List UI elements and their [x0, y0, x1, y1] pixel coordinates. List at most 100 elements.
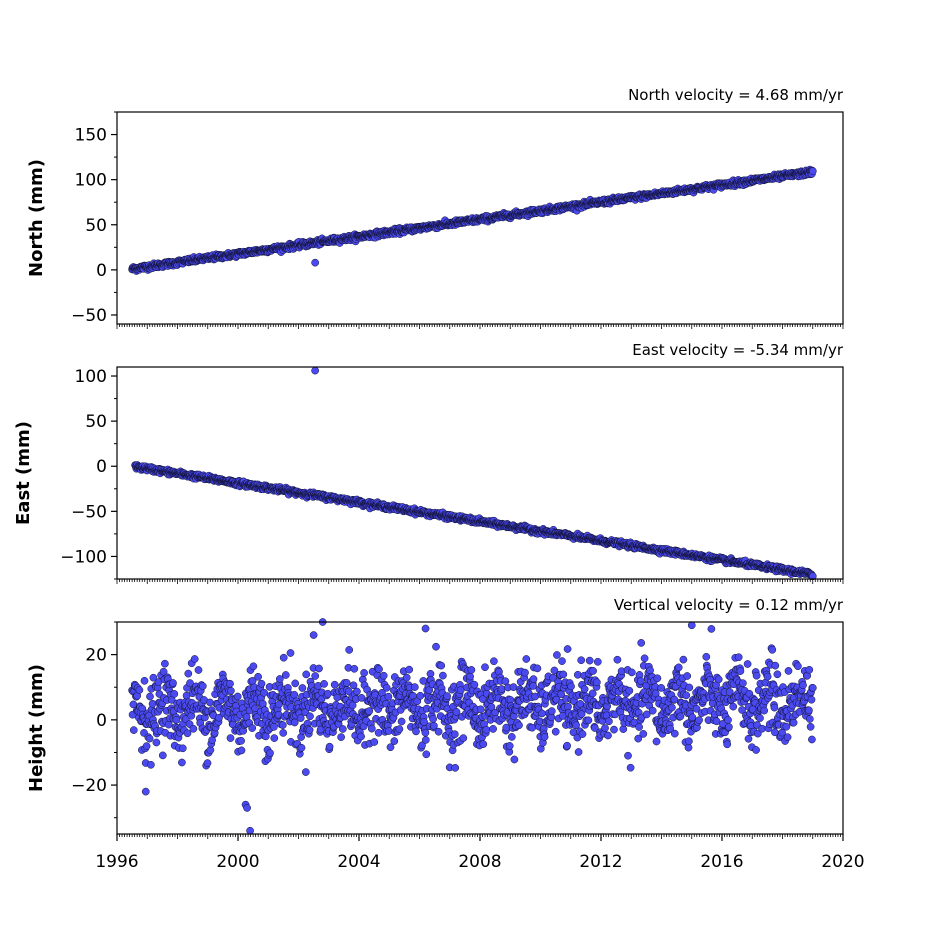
- data-point: [286, 649, 295, 657]
- data-point: [529, 682, 537, 690]
- data-point: [573, 670, 582, 679]
- data-point: [311, 672, 320, 680]
- data-point: [370, 738, 379, 746]
- data-point: [476, 705, 485, 714]
- data-point: [360, 669, 368, 677]
- data-point: [169, 679, 177, 687]
- data-point: [330, 680, 339, 689]
- data-point: [593, 657, 602, 666]
- data-point: [580, 685, 589, 693]
- data-point: [257, 679, 266, 688]
- data-point: [481, 663, 489, 672]
- data-point: [237, 746, 246, 755]
- vertical-velocity-label: Vertical velocity = 0.12 mm/yr: [614, 596, 844, 614]
- north-velocity-label: North velocity = 4.68 mm/yr: [628, 86, 844, 104]
- data-point: [390, 737, 399, 745]
- data-point: [605, 717, 613, 726]
- data-point: [610, 725, 618, 734]
- data-point: [578, 730, 587, 738]
- data-point: [479, 740, 488, 748]
- data-point: [270, 734, 279, 742]
- data-point: [551, 727, 560, 736]
- data-point: [290, 718, 299, 727]
- data-point: [585, 656, 594, 665]
- data-point: [145, 734, 154, 743]
- data-point: [281, 671, 290, 679]
- data-point: [422, 750, 431, 759]
- data-point: [470, 680, 479, 689]
- data-point: [429, 715, 437, 723]
- data-point: [375, 665, 383, 674]
- data-point: [203, 759, 212, 767]
- data-point: [146, 692, 154, 701]
- data-point: [178, 758, 186, 767]
- y-tick-label: 50: [85, 412, 107, 432]
- data-point: [367, 724, 376, 733]
- data-point: [593, 678, 601, 687]
- data-point: [249, 662, 258, 671]
- y-tick-label: 150: [75, 126, 107, 146]
- data-point: [558, 657, 566, 665]
- data-point: [397, 717, 406, 726]
- data-point: [412, 727, 420, 736]
- data-point: [226, 679, 234, 688]
- data-point: [148, 699, 157, 708]
- data-point: [135, 686, 144, 694]
- data-point: [189, 724, 198, 733]
- y-tick-label: −100: [60, 547, 107, 567]
- data-point: [178, 744, 187, 753]
- data-point: [161, 659, 169, 668]
- data-point: [497, 685, 506, 693]
- data-point: [395, 725, 404, 733]
- data-point: [626, 763, 635, 772]
- east-velocity-label: East velocity = -5.34 mm/yr: [632, 341, 844, 359]
- height-points: [128, 618, 817, 835]
- data-point: [302, 670, 311, 679]
- east-panel: East velocity = -5.34 mm/yr −100 −50 0 50 10…: [13, 341, 844, 584]
- data-point: [152, 738, 161, 747]
- data-point: [382, 683, 391, 692]
- east-x-minor-ticks: [116, 579, 844, 584]
- data-point: [466, 672, 474, 681]
- data-point: [279, 653, 288, 662]
- data-point: [254, 672, 262, 681]
- data-point: [374, 728, 383, 737]
- y-tick-label: −50: [71, 306, 107, 326]
- data-point: [421, 736, 430, 744]
- data-point: [567, 682, 575, 691]
- data-point: [158, 751, 167, 760]
- data-point: [297, 743, 306, 752]
- y-tick-label: 50: [85, 216, 107, 236]
- data-point: [129, 726, 138, 734]
- data-point: [248, 724, 257, 732]
- outlier-point: [311, 366, 319, 375]
- data-point: [625, 686, 634, 695]
- y-tick-label: 100: [75, 367, 107, 387]
- data-point: [183, 729, 192, 738]
- data-point: [490, 657, 498, 666]
- data-point: [467, 666, 476, 674]
- data-point: [194, 666, 203, 674]
- y-tick-label: 0: [96, 457, 107, 477]
- data-point: [142, 742, 151, 750]
- data-point: [350, 664, 359, 673]
- data-point: [260, 688, 268, 697]
- data-point: [291, 679, 300, 688]
- data-point: [206, 698, 214, 707]
- data-point: [577, 656, 586, 665]
- data-point: [184, 669, 193, 678]
- data-point: [509, 683, 518, 691]
- data-point: [529, 675, 538, 683]
- data-point: [325, 742, 334, 751]
- east-y-axis-label: East (mm): [13, 421, 34, 525]
- data-point: [384, 692, 393, 701]
- data-point: [305, 726, 314, 734]
- data-point: [489, 725, 497, 733]
- outlier-point: [311, 258, 319, 267]
- data-point: [384, 727, 393, 735]
- data-point: [279, 729, 288, 737]
- data-point: [170, 690, 179, 698]
- data-point: [357, 732, 365, 741]
- data-point: [574, 748, 583, 756]
- data-point: [270, 723, 278, 731]
